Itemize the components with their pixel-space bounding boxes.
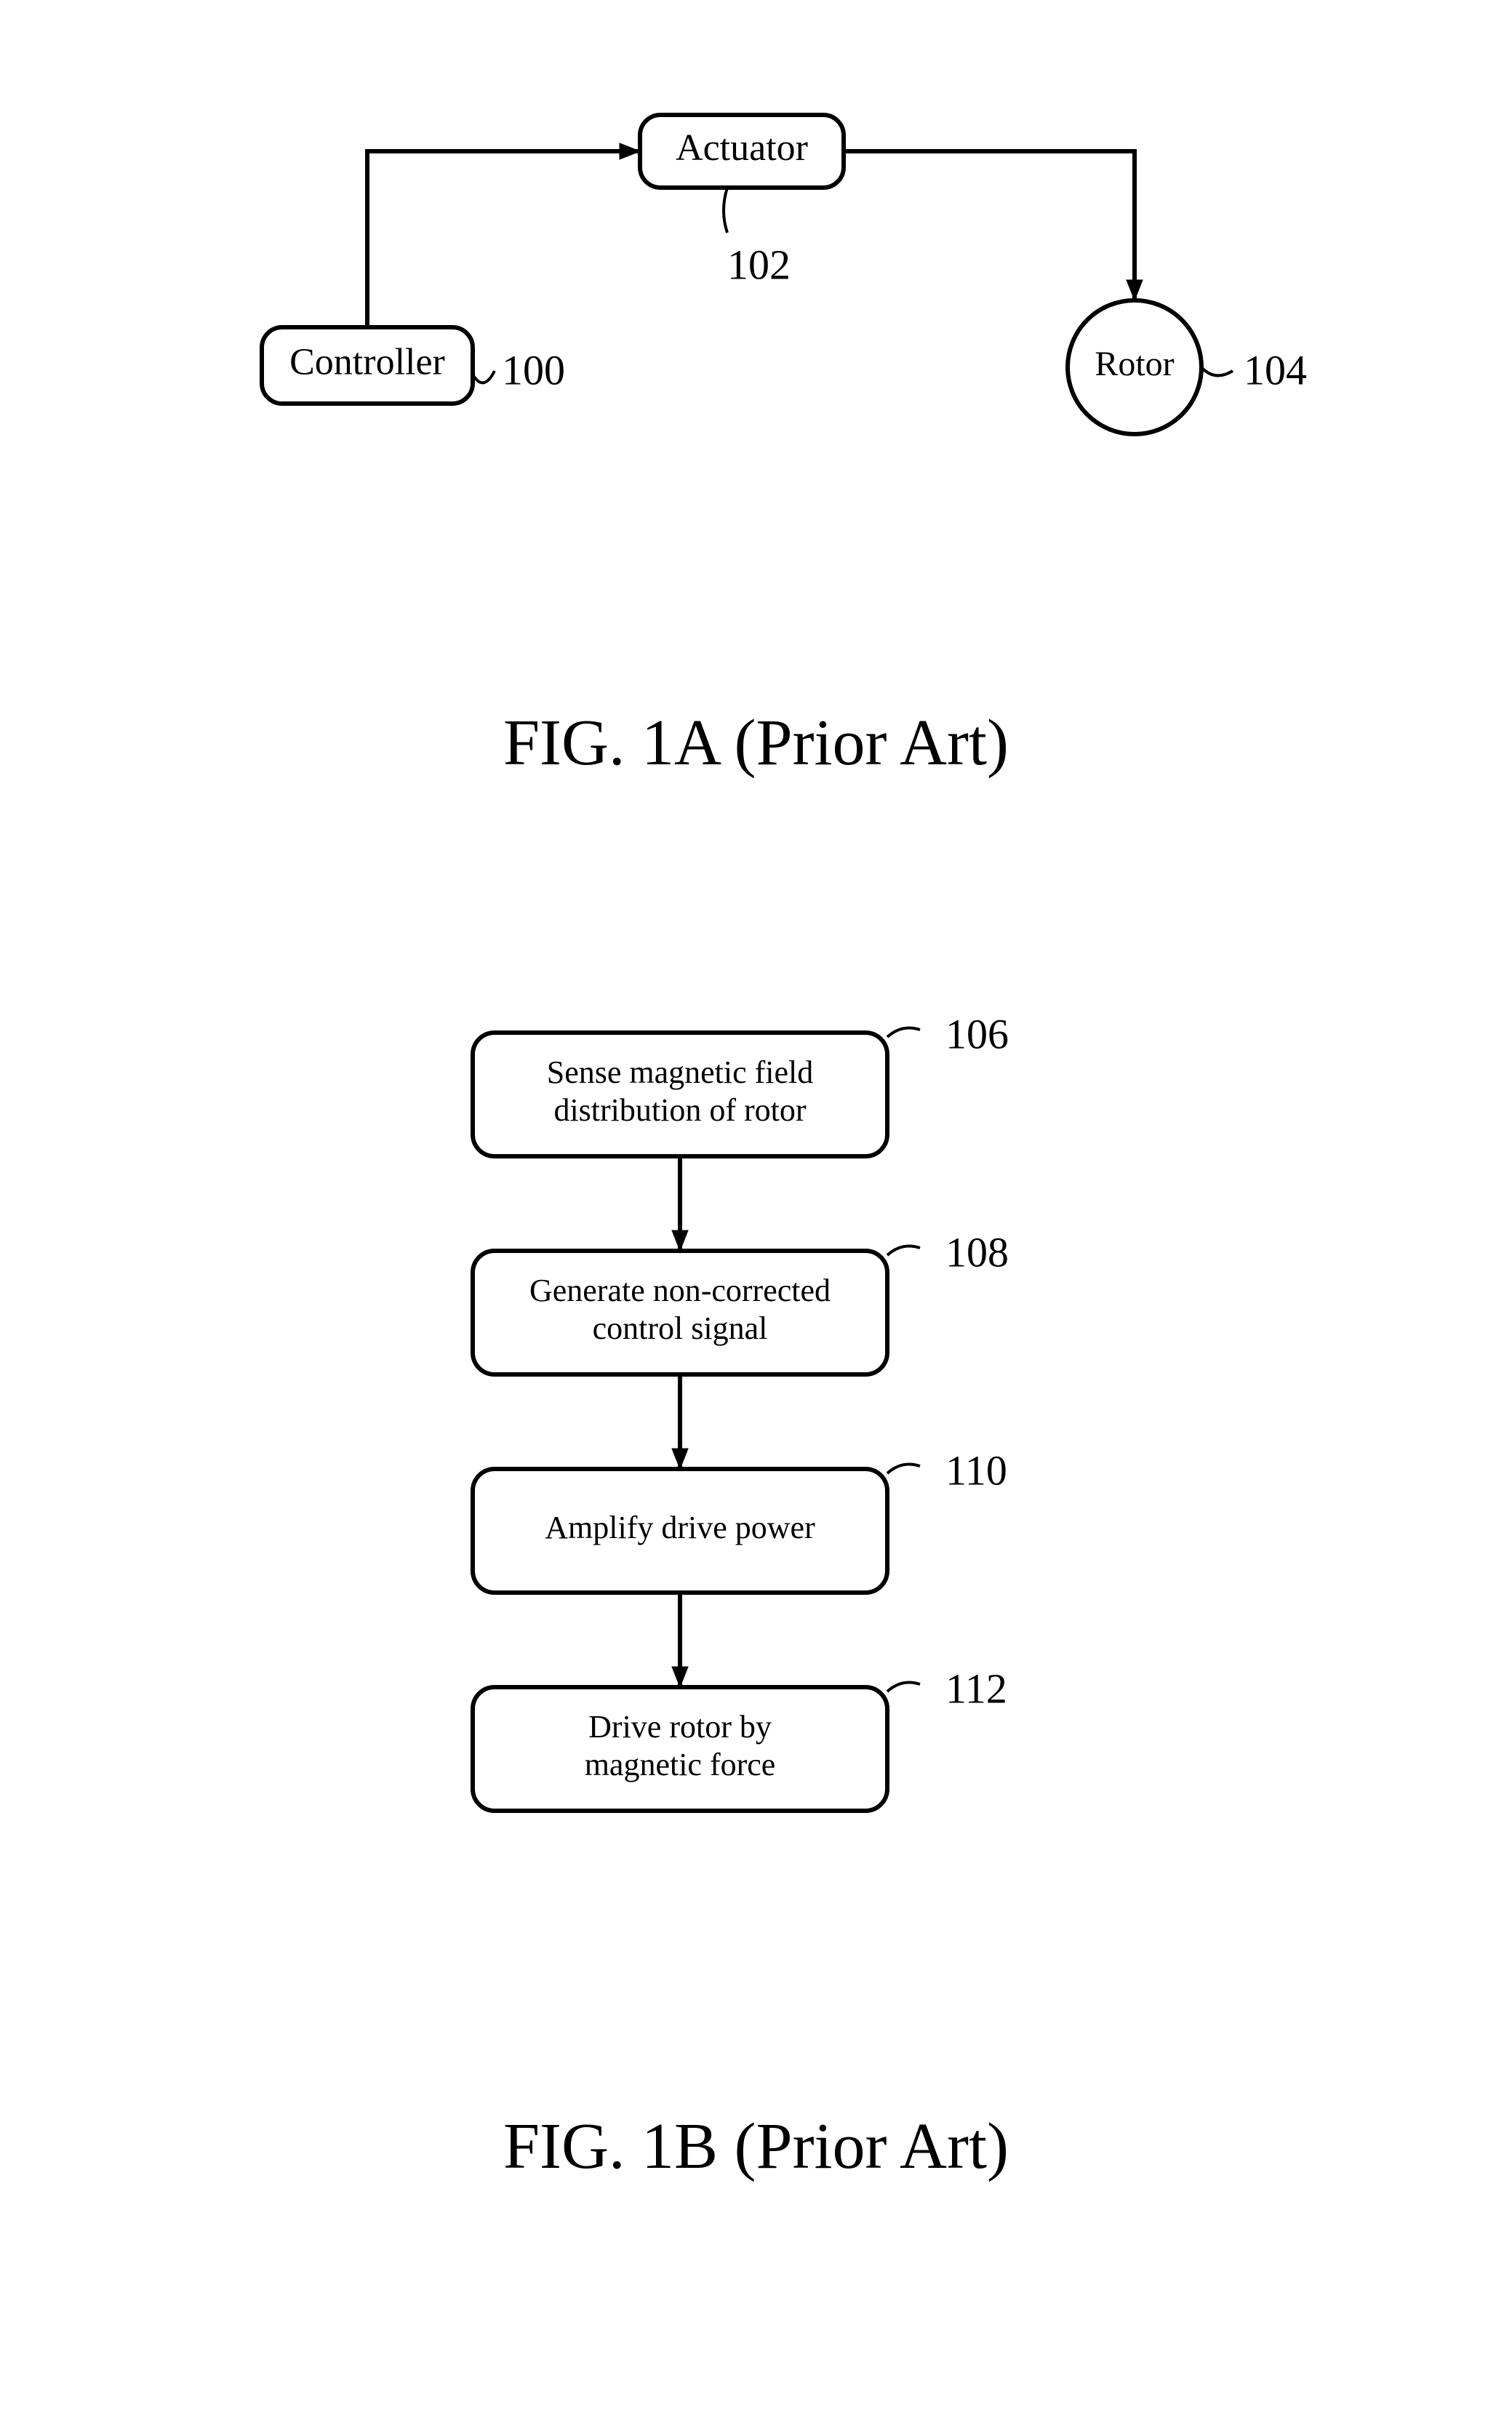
ref-106: 106 — [945, 1018, 1009, 1057]
ref-108: 108 — [945, 1228, 1009, 1276]
figure-1b-caption: FIG. 1B (Prior Art) — [0, 2109, 1512, 2184]
ref-110: 110 — [945, 1446, 1007, 1494]
actuator-label: Actuator — [676, 127, 808, 169]
flow-step-3-label: Amplify drive power — [545, 1510, 815, 1545]
rotor-label: Rotor — [1095, 345, 1174, 383]
figure-1b-flowchart: Sense magnetic fielddistribution of roto… — [385, 1018, 1113, 1927]
ref-112: 112 — [945, 1665, 1007, 1712]
ref-104: 104 — [1244, 346, 1307, 393]
ref-100: 100 — [502, 346, 565, 393]
figure-1a-diagram: Controller 100 Actuator 102 Rotor 104 — [218, 102, 1309, 538]
ref-102: 102 — [727, 241, 791, 288]
figure-1a-caption: FIG. 1A (Prior Art) — [0, 705, 1512, 780]
controller-label: Controller — [289, 341, 445, 383]
